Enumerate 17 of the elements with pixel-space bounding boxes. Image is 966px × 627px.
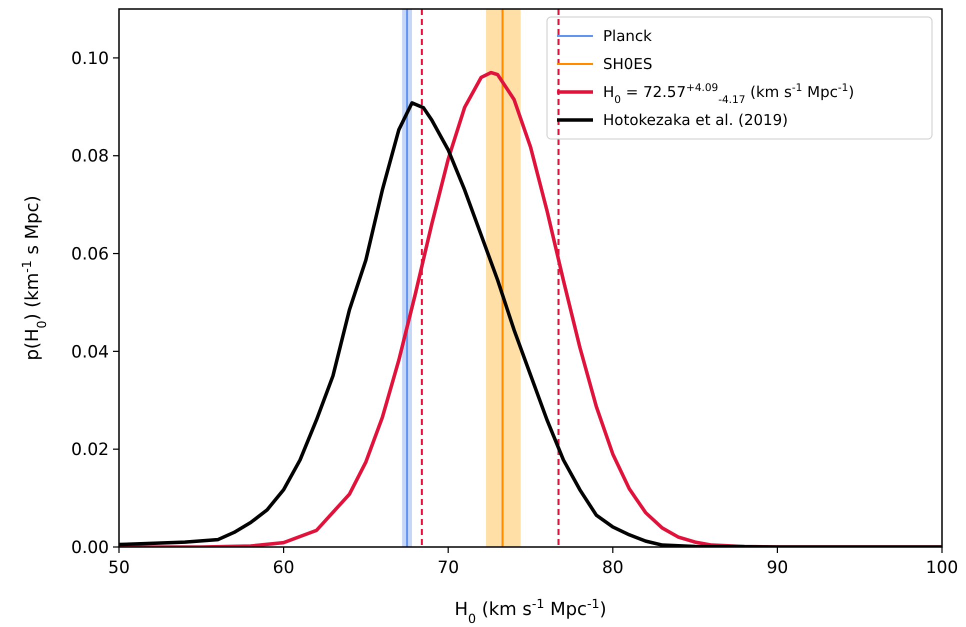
x-tick-label: 90 [766, 558, 788, 578]
y-tick-label: 0.06 [71, 244, 109, 265]
legend-label: SH0ES [603, 55, 652, 73]
text: H$_{0}$ = 72.57$^{+4.09}$$_{-4.17}$ (km s$^{-1}$ Mpc$^{-1}$) [603, 82, 854, 106]
y-tick-label: 0.08 [71, 146, 109, 167]
legend-label: Planck [603, 27, 652, 45]
y-tick-label: 0.00 [71, 538, 109, 558]
x-tick-label: 80 [602, 558, 624, 578]
legend-label: Hotokezaka et al. (2019) [603, 111, 788, 129]
y-tick-label: 0.10 [71, 48, 109, 69]
x-tick-label: 60 [272, 558, 294, 578]
x-axis-title: H$_{0}$ (km s$^{-1}$ Mpc$^{-1}$) [454, 596, 607, 626]
y-tick-label: 0.04 [71, 342, 109, 362]
x-tick-label: 50 [108, 558, 130, 578]
x-tick-label: 70 [437, 558, 460, 578]
y-tick-label: 0.02 [71, 440, 109, 460]
x-tick-label: 100 [926, 558, 958, 578]
